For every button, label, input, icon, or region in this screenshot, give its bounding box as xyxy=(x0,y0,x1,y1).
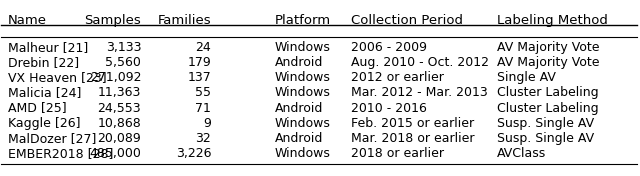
Text: Families: Families xyxy=(157,14,211,27)
Text: 9: 9 xyxy=(204,117,211,130)
Text: 5,560: 5,560 xyxy=(106,56,141,69)
Text: 137: 137 xyxy=(188,71,211,84)
Text: 11,363: 11,363 xyxy=(98,86,141,99)
Text: Windows: Windows xyxy=(275,86,330,99)
Text: 271,092: 271,092 xyxy=(90,71,141,84)
Text: 24: 24 xyxy=(195,41,211,54)
Text: 2012 or earlier: 2012 or earlier xyxy=(351,71,444,84)
Text: 3,133: 3,133 xyxy=(106,41,141,54)
Text: Cluster Labeling: Cluster Labeling xyxy=(497,86,598,99)
Text: Samples: Samples xyxy=(84,14,141,27)
Text: VX Heaven [23]: VX Heaven [23] xyxy=(8,71,106,84)
Text: 55: 55 xyxy=(195,86,211,99)
Text: Cluster Labeling: Cluster Labeling xyxy=(497,102,598,115)
Text: Susp. Single AV: Susp. Single AV xyxy=(497,132,594,145)
Text: AV Majority Vote: AV Majority Vote xyxy=(497,41,600,54)
Text: Android: Android xyxy=(275,102,323,115)
Text: Windows: Windows xyxy=(275,41,330,54)
Text: Windows: Windows xyxy=(275,147,330,160)
Text: 71: 71 xyxy=(195,102,211,115)
Text: Mar. 2018 or earlier: Mar. 2018 or earlier xyxy=(351,132,474,145)
Text: 2018 or earlier: 2018 or earlier xyxy=(351,147,444,160)
Text: Collection Period: Collection Period xyxy=(351,14,463,27)
Text: Single AV: Single AV xyxy=(497,71,556,84)
Text: 10,868: 10,868 xyxy=(97,117,141,130)
Text: AMD [25]: AMD [25] xyxy=(8,102,67,115)
Text: Aug. 2010 - Oct. 2012: Aug. 2010 - Oct. 2012 xyxy=(351,56,489,69)
Text: 24,553: 24,553 xyxy=(97,102,141,115)
Text: EMBER2018 [28]: EMBER2018 [28] xyxy=(8,147,113,160)
Text: Platform: Platform xyxy=(275,14,331,27)
Text: Mar. 2012 - Mar. 2013: Mar. 2012 - Mar. 2013 xyxy=(351,86,488,99)
Text: 20,089: 20,089 xyxy=(97,132,141,145)
Text: Kaggle [26]: Kaggle [26] xyxy=(8,117,80,130)
Text: Windows: Windows xyxy=(275,117,330,130)
Text: 2010 - 2016: 2010 - 2016 xyxy=(351,102,427,115)
Text: Android: Android xyxy=(275,132,323,145)
Text: Malicia [24]: Malicia [24] xyxy=(8,86,81,99)
Text: 179: 179 xyxy=(188,56,211,69)
Text: 2006 - 2009: 2006 - 2009 xyxy=(351,41,427,54)
Text: MalDozer [27]: MalDozer [27] xyxy=(8,132,96,145)
Text: Drebin [22]: Drebin [22] xyxy=(8,56,79,69)
Text: Malheur [21]: Malheur [21] xyxy=(8,41,88,54)
Text: 32: 32 xyxy=(195,132,211,145)
Text: Susp. Single AV: Susp. Single AV xyxy=(497,117,594,130)
Text: Labeling Method: Labeling Method xyxy=(497,14,608,27)
Text: Android: Android xyxy=(275,56,323,69)
Text: AV Majority Vote: AV Majority Vote xyxy=(497,56,600,69)
Text: AVClass: AVClass xyxy=(497,147,547,160)
Text: 485,000: 485,000 xyxy=(90,147,141,160)
Text: 3,226: 3,226 xyxy=(175,147,211,160)
Text: Feb. 2015 or earlier: Feb. 2015 or earlier xyxy=(351,117,474,130)
Text: Windows: Windows xyxy=(275,71,330,84)
Text: Name: Name xyxy=(8,14,47,27)
